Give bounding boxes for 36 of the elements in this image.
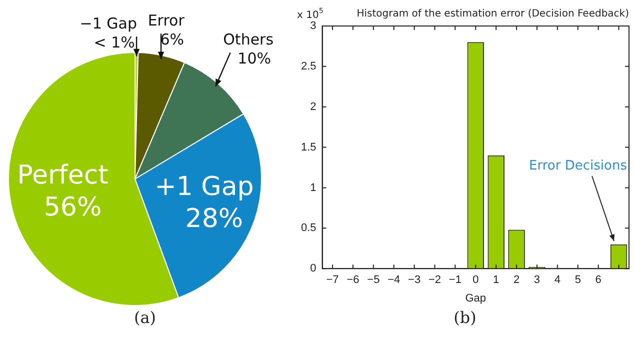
y-tick-label: 1.5 <box>300 141 316 154</box>
x-tick-label: 2 <box>513 274 520 286</box>
data-label: 56% <box>44 192 102 223</box>
x-tick-label: 0 <box>472 274 479 286</box>
data-label: 10% <box>238 49 272 68</box>
y-tick-label: 0 <box>310 262 316 275</box>
annotation: Error Decisions <box>529 158 628 174</box>
x-tick-label: −2 <box>428 274 442 286</box>
text: (a) <box>132 308 158 327</box>
x-tick-label: −5 <box>367 274 380 286</box>
slice-label: Perfect <box>17 160 108 191</box>
x-axis-title: Gap <box>465 292 486 304</box>
x-tick-label: 4 <box>554 274 560 286</box>
x-tick-label: 5 <box>574 274 581 286</box>
slice-label: Others <box>223 30 274 48</box>
y-tick-label: 3 <box>310 20 316 32</box>
x-tick-label: 3 <box>534 274 540 286</box>
data-label: 6% <box>160 30 184 48</box>
x-tick-label: 6 <box>595 274 602 286</box>
x-tick-label: −6 <box>346 274 360 286</box>
data-label: < 1% <box>94 33 135 52</box>
data-label: 28% <box>185 204 244 234</box>
x-tick-label: 1 <box>493 274 500 286</box>
x-tick-label: −3 <box>408 274 421 286</box>
slice-label: +1 Gap <box>154 172 254 202</box>
x-tick-label: −7 <box>326 274 339 286</box>
y-tick-label: 0.5 <box>300 222 316 234</box>
slice-label: −1 Gap <box>80 14 137 32</box>
y-tick-label: 1 <box>310 182 316 194</box>
slice-label: Error <box>148 11 186 30</box>
chart-title: Histogram of the estimation error (Decision Feedback) <box>356 8 630 20</box>
y-tick-label: 2 <box>310 100 316 113</box>
x-tick-label: −1 <box>448 274 462 286</box>
x-tick-label: −4 <box>388 274 400 286</box>
y-tick-label: 2.5 <box>300 60 316 72</box>
text: (b) <box>452 308 478 327</box>
